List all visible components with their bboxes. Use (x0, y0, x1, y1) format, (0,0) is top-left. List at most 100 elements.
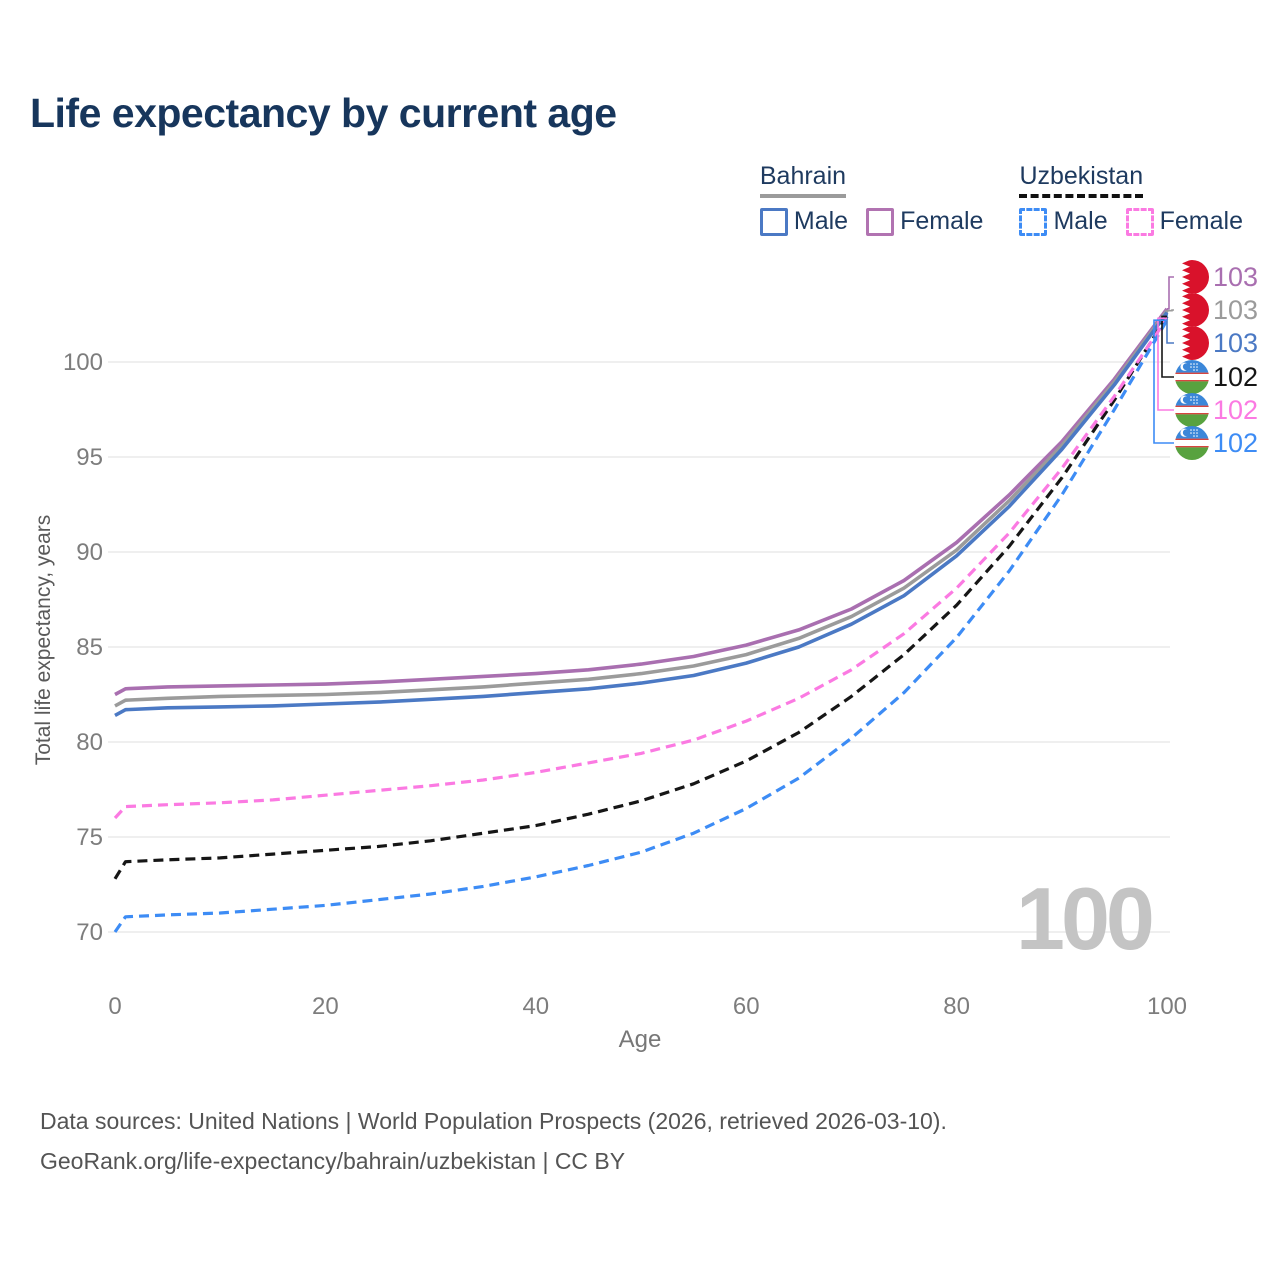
flag-star (1196, 402, 1198, 404)
flag-star (1196, 399, 1198, 401)
flag-star (1193, 432, 1195, 434)
flag-star (1196, 396, 1198, 398)
legend-item-uzbekistan-male[interactable]: Male (1019, 207, 1108, 236)
flag-red-stripe (1175, 413, 1209, 415)
end-label-value: 102 (1213, 362, 1258, 392)
end-label-leader (1167, 276, 1174, 310)
flag-red-stripe (1175, 446, 1209, 448)
flag-red-serration (1182, 260, 1209, 294)
legend-group-uzbekistan: Uzbekistan Male Female (1019, 162, 1243, 236)
end-label-leader (1166, 312, 1174, 344)
legend-item-bahrain-male[interactable]: Male (759, 207, 849, 236)
flag-red-serration (1182, 293, 1209, 327)
flag-blue-band (1175, 426, 1209, 439)
flag-red-stripe (1175, 405, 1209, 407)
flag-white-band (1175, 438, 1209, 448)
flag-art (1175, 260, 1209, 294)
legend-item-uzbekistan-female[interactable]: Female (1125, 207, 1243, 236)
chart-title: Life expectancy by current age (30, 90, 617, 136)
legend-item-label: Female (900, 207, 984, 235)
flag-star (1196, 435, 1198, 437)
flag-star (1193, 399, 1195, 401)
end-label-value: 103 (1213, 295, 1258, 325)
x-axis-title: Age (618, 1026, 662, 1053)
chart-legend: Bahrain Male Female Uzbekistan Male Female (759, 162, 1243, 236)
legend-item-label: Male (793, 207, 849, 235)
flag-green-band (1175, 414, 1209, 427)
footer-source-line: Data sources: United Nations | World Pop… (40, 1108, 947, 1134)
flag-green-band (1175, 381, 1209, 394)
legend-item-bahrain-female[interactable]: Female (866, 207, 983, 236)
flag-star (1190, 363, 1192, 365)
flag-star (1193, 435, 1195, 437)
flag-star (1193, 429, 1195, 431)
watermark-current-age: 100 (1016, 869, 1155, 968)
flag-crescent-cut (1182, 396, 1190, 404)
flag-green-band (1175, 447, 1209, 460)
y-tick-label: 80 (76, 729, 103, 756)
flag-star (1196, 366, 1198, 368)
legend-swatch-icon[interactable] (866, 207, 895, 236)
flag-art (1175, 326, 1209, 360)
flag-star (1190, 399, 1192, 401)
end-label-leader (1153, 319, 1174, 444)
flag-white-band (1175, 405, 1209, 415)
legend-group-bahrain: Bahrain Male Female (759, 162, 983, 236)
flag-art (1175, 360, 1209, 394)
flag-white-band (1175, 372, 1209, 382)
flag-star (1196, 432, 1198, 434)
end-label-value: 103 (1213, 328, 1258, 358)
flag-red-stripe (1175, 380, 1209, 382)
legend-swatch-icon[interactable] (1019, 207, 1048, 236)
end-label-leader (1167, 309, 1174, 312)
flag-red-stripe (1175, 372, 1209, 374)
flag-star (1193, 396, 1195, 398)
series-line-uzbekistan-total[interactable] (113, 315, 1169, 880)
end-label-leader (1161, 315, 1174, 378)
flag-star (1193, 366, 1195, 368)
end-label-value: 103 (1213, 262, 1258, 292)
y-tick-label: 95 (76, 444, 103, 471)
series-line-bahrain-female[interactable] (114, 307, 1169, 697)
flag-star (1196, 429, 1198, 431)
x-tick-label: 40 (522, 993, 549, 1020)
series-line-bahrain-male[interactable] (114, 311, 1169, 717)
flag-star (1190, 396, 1192, 398)
flag-star (1190, 429, 1192, 431)
flag-blue-band (1175, 360, 1209, 373)
x-tick-label: 80 (943, 993, 970, 1020)
flag-art (1175, 293, 1209, 327)
y-tick-label: 70 (76, 919, 103, 946)
legend-item-label: Male (1053, 207, 1108, 235)
y-tick-label: 85 (76, 634, 103, 661)
end-label-value: 102 (1213, 395, 1258, 425)
flag-icon-uzbekistan (1175, 426, 1209, 460)
legend-country-label[interactable]: Bahrain (759, 162, 847, 190)
legend-item-label: Female (1159, 207, 1243, 235)
legend-swatch-icon[interactable] (759, 207, 788, 236)
y-tick-label: 100 (63, 349, 103, 376)
flag-star (1196, 363, 1198, 365)
flag-star (1193, 363, 1195, 365)
x-tick-label: 0 (108, 993, 121, 1020)
flag-icon-uzbekistan (1175, 360, 1209, 394)
series-line-uzbekistan-male[interactable] (113, 319, 1169, 933)
flag-red-stripe (1175, 438, 1209, 440)
x-tick-label: 20 (312, 993, 339, 1020)
legend-country-underline (1019, 194, 1144, 198)
x-tick-label: 60 (733, 993, 760, 1020)
flag-icon-bahrain (1175, 293, 1209, 327)
flag-crescent-cut (1182, 429, 1190, 437)
legend-swatch-icon[interactable] (1125, 207, 1154, 236)
legend-country-underline (759, 194, 847, 198)
series-line-bahrain-total[interactable] (114, 309, 1169, 708)
y-tick-label: 90 (76, 539, 103, 566)
flag-crescent-cut (1182, 363, 1190, 371)
series-line-uzbekistan-female[interactable] (113, 317, 1169, 820)
legend-country-label[interactable]: Uzbekistan (1019, 162, 1144, 190)
flag-star (1193, 369, 1195, 371)
flag-star (1190, 432, 1192, 434)
x-tick-label: 100 (1147, 993, 1187, 1020)
